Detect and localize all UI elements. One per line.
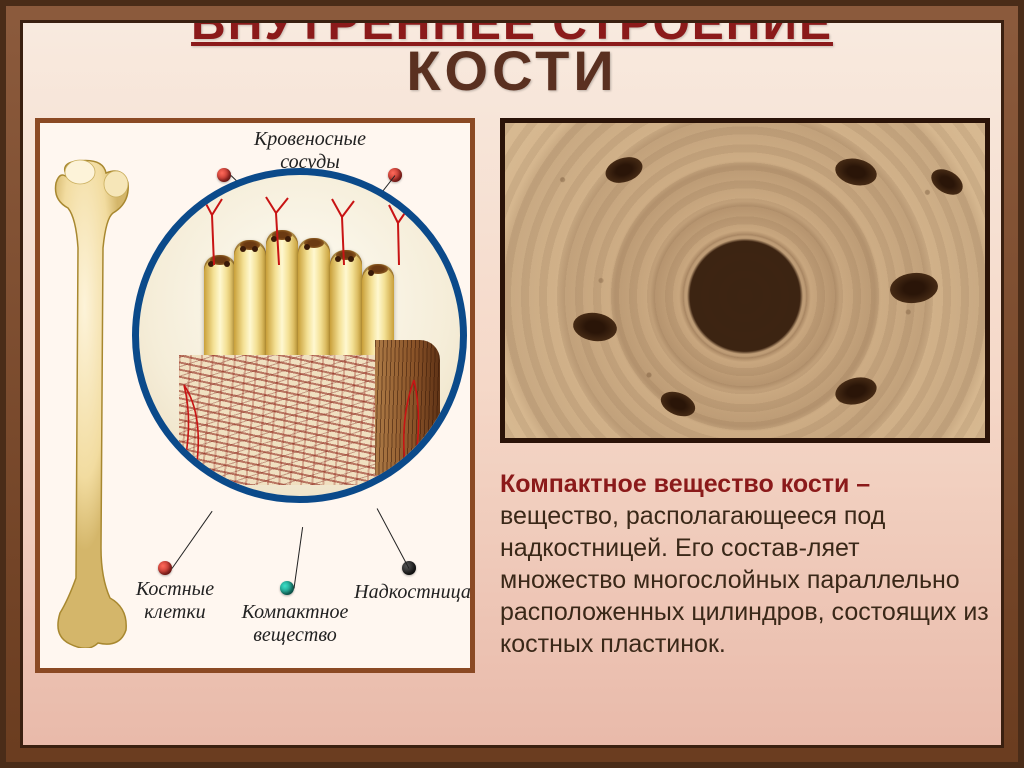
vessel-branches: [194, 195, 424, 275]
vessel-network: [174, 375, 434, 485]
definition-emphasis: Компактное вещество кости –: [500, 470, 870, 498]
osteon-photo: [500, 118, 990, 443]
magnified-circle: [132, 168, 467, 503]
label-periosteum: Надкостница: [345, 581, 480, 604]
title-line2: КОСТИ: [0, 38, 1024, 103]
label-bone-cells: Костные клетки: [120, 578, 230, 624]
node-teal-compact: [280, 581, 294, 595]
bone-diagram-panel: Кровеносные сосуды: [35, 118, 475, 673]
femur-illustration: [48, 158, 133, 648]
definition-body: вещество, располагающееся под надкостниц…: [500, 502, 989, 658]
node-red-cells: [158, 561, 172, 575]
label-vessels: Кровеносные сосуды: [235, 128, 385, 174]
definition-text: Компактное вещество кости – вещество, ра…: [500, 468, 990, 660]
label-compact-substance: Компактное вещество: [225, 601, 365, 647]
